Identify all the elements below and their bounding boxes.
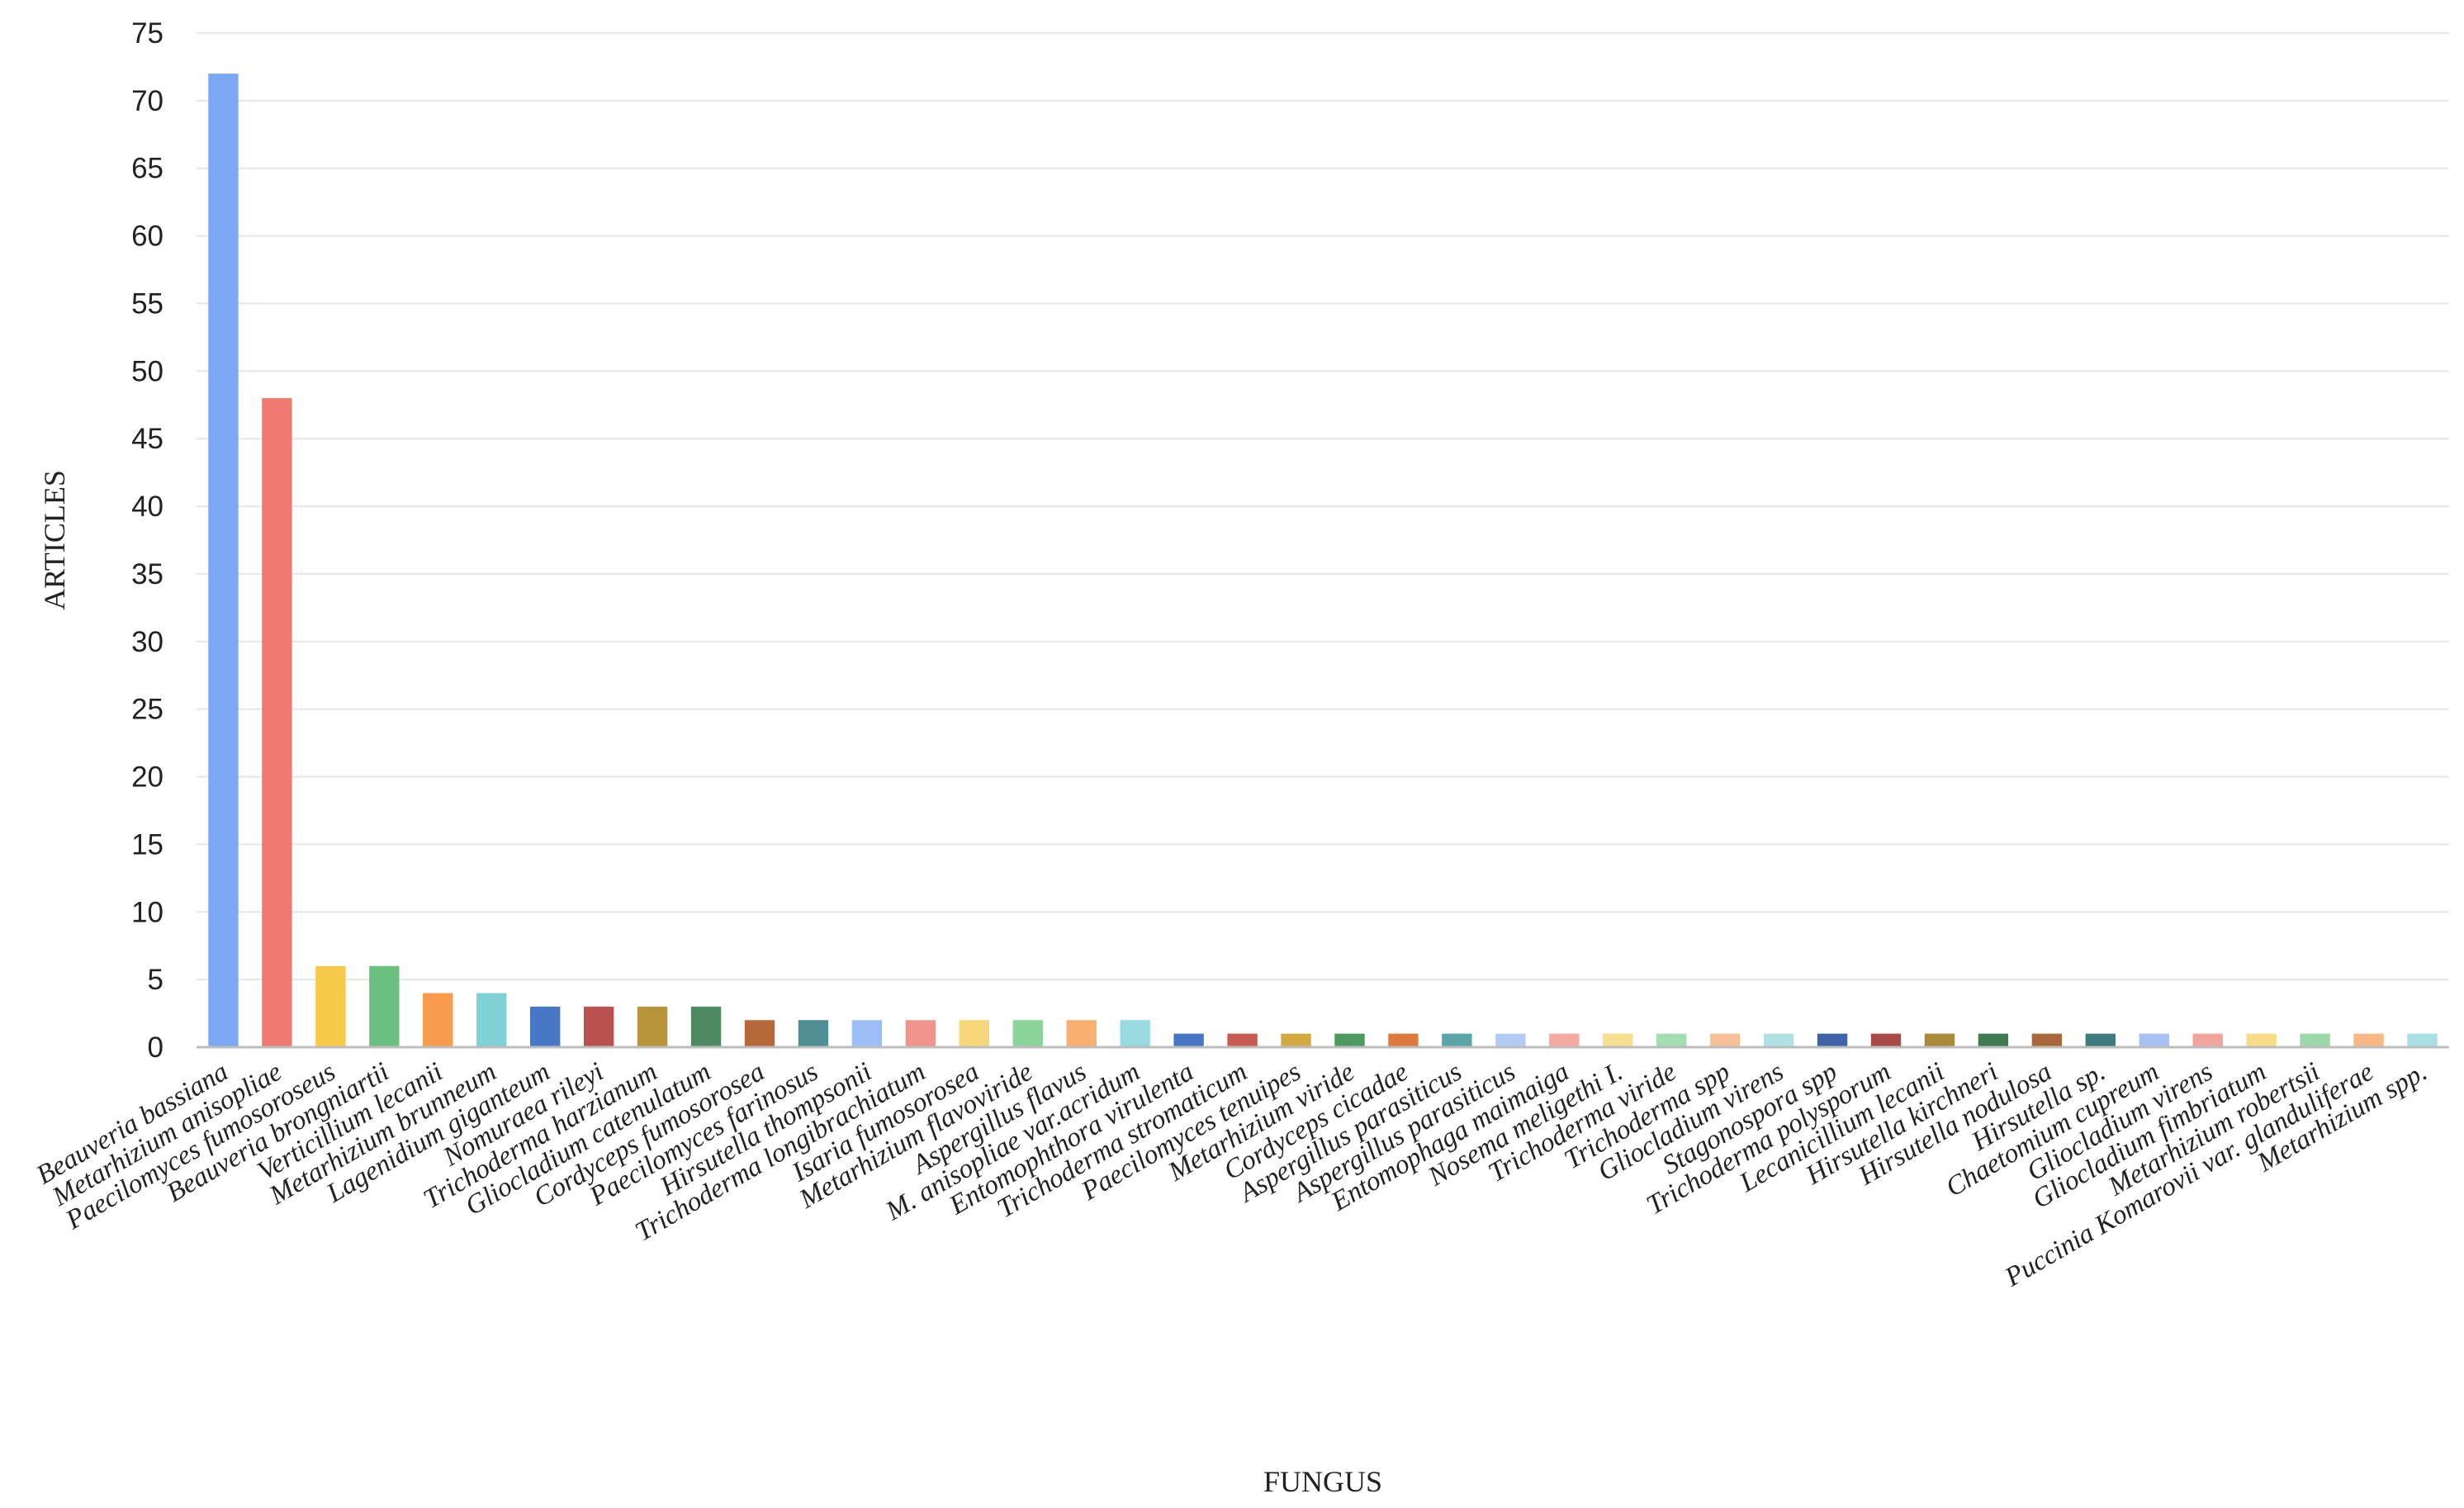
bar-24	[1442, 1033, 1472, 1047]
x-axis-title: FUNGUS	[1263, 1465, 1382, 1498]
y-tick-label: 20	[131, 761, 163, 794]
bar-8	[583, 1006, 614, 1047]
y-axis-ticks: 0 5 10 15 20 25 30 35 40 45 50 55 60 65 70 75	[131, 17, 163, 1064]
bars	[208, 74, 2438, 1048]
bar-32	[1870, 1033, 1902, 1047]
y-tick-label: 70	[131, 85, 163, 117]
bar-12	[798, 1020, 829, 1047]
bar-2	[262, 398, 292, 1048]
y-tick-label: 5	[148, 964, 163, 996]
bar-22	[1334, 1033, 1365, 1047]
bar-36	[2085, 1033, 2116, 1047]
y-tick-label: 30	[131, 626, 163, 658]
y-tick-label: 35	[131, 558, 163, 590]
bar-17	[1066, 1020, 1097, 1047]
bar-23	[1388, 1033, 1419, 1047]
y-tick-label: 60	[131, 221, 163, 253]
y-tick-label: 10	[131, 896, 163, 928]
bar-21	[1281, 1033, 1311, 1047]
bar-27	[1603, 1033, 1633, 1047]
bar-3	[315, 965, 346, 1047]
y-axis-title: ARTICLES	[38, 470, 71, 610]
y-tick-label: 75	[131, 17, 163, 50]
bar-1	[208, 74, 239, 1048]
bar-30	[1763, 1033, 1794, 1047]
bar-28	[1656, 1033, 1687, 1047]
y-tick-label: 40	[131, 491, 163, 523]
bar-15	[959, 1020, 989, 1047]
bar-26	[1549, 1033, 1580, 1047]
bar-25	[1495, 1033, 1526, 1047]
y-tick-label: 25	[131, 694, 163, 726]
bar-13	[851, 1020, 883, 1047]
bar-40	[2300, 1033, 2330, 1047]
y-tick-label: 15	[131, 828, 163, 861]
y-tick-label: 45	[131, 423, 163, 455]
grid-lines	[197, 32, 2449, 981]
y-tick-label: 55	[131, 287, 163, 320]
bar-39	[2246, 1033, 2277, 1047]
bar-9	[637, 1006, 668, 1047]
bar-7	[530, 1006, 561, 1047]
bar-14	[905, 1020, 936, 1047]
bar-41	[2353, 1033, 2384, 1047]
bar-6	[476, 993, 507, 1047]
y-tick-label: 65	[131, 153, 163, 185]
bar-42	[2407, 1033, 2438, 1047]
bar-19	[1173, 1033, 1204, 1047]
bar-16	[1012, 1020, 1043, 1047]
bar-31	[1817, 1033, 1848, 1047]
bar-35	[2031, 1033, 2063, 1047]
bar-37	[2139, 1033, 2169, 1047]
y-tick-label: 50	[131, 355, 163, 387]
bar-18	[1120, 1020, 1150, 1047]
bar-10	[690, 1006, 722, 1047]
bar-11	[744, 1020, 775, 1047]
bar-34	[1978, 1033, 2009, 1047]
bar-20	[1227, 1033, 1258, 1047]
bar-4	[369, 965, 400, 1047]
bar-29	[1709, 1033, 1741, 1047]
bar-5	[423, 993, 453, 1047]
bar-38	[2192, 1033, 2223, 1047]
y-tick-label: 0	[148, 1031, 163, 1064]
bar-33	[1924, 1033, 1955, 1047]
